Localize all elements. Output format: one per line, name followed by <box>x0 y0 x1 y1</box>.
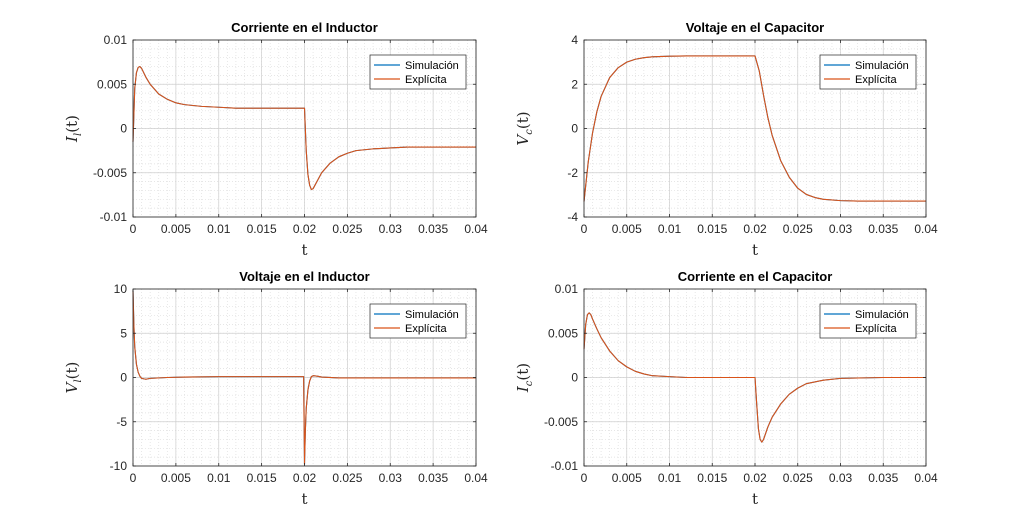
x-tick-label: 0 <box>581 471 588 485</box>
x-tick-label: 0.03 <box>829 222 853 236</box>
legend-box <box>819 303 917 339</box>
legend-label-1: Simulación <box>855 309 909 321</box>
x-tick-label: 0.01 <box>207 471 231 485</box>
x-tick-label: 0 <box>581 222 588 236</box>
panel-inductor-current: 0 0.005 0.01 0.015 0.02 0.025 0.03 0.035 0.04 -0.… <box>63 20 488 259</box>
x-tick-label: 0.01 <box>658 471 682 485</box>
y-tick-label: 4 <box>571 33 578 47</box>
y-tick-label: 0 <box>571 371 578 385</box>
y-tick-label: -0.01 <box>551 459 579 473</box>
y-tick-label: 0 <box>120 122 127 136</box>
y-axis-label: Vl(t) <box>63 362 84 394</box>
series-line-2 <box>132 290 476 465</box>
x-tick-label: 0.03 <box>829 471 853 485</box>
x-tick-label: 0.02 <box>293 222 317 236</box>
chart-title: Corriente en el Inductor <box>231 20 378 35</box>
x-tick-label: 0.04 <box>914 471 938 485</box>
panel-capacitor-voltage: 0 0.005 0.01 0.015 0.02 0.025 0.03 0.035 0.04 -4 -… <box>514 20 938 259</box>
chart-title: Voltaje en el Capacitor <box>686 20 824 35</box>
x-tick-label: 0.005 <box>161 222 191 236</box>
y-tick-label: -4 <box>567 210 578 224</box>
x-tick-label: 0.035 <box>868 222 898 236</box>
legend: Simulación Explícita <box>369 303 467 339</box>
chart-title: Voltaje en el Inductor <box>239 269 370 284</box>
x-axis-label: t <box>752 490 758 508</box>
y-tick-label: 0 <box>571 122 578 136</box>
x-tick-label: 0.035 <box>418 471 448 485</box>
series-line-2 <box>583 312 926 443</box>
legend-label-2: Explícita <box>855 74 897 86</box>
y-tick-label: -10 <box>110 459 128 473</box>
x-tick-label: 0.005 <box>161 471 191 485</box>
x-tick-label: 0.02 <box>743 222 767 236</box>
panel-inductor-voltage: 0 0.005 0.01 0.015 0.02 0.025 0.03 0.035 0.04 -10… <box>63 269 488 508</box>
x-tick-label: 0.025 <box>783 222 813 236</box>
legend-label-1: Simulación <box>405 60 459 72</box>
y-axis-label: Vc(t) <box>514 111 535 145</box>
legend-label-1: Simulación <box>405 309 459 321</box>
series-line-2 <box>583 55 926 202</box>
x-axis-label: t <box>301 490 307 508</box>
y-axis-label: Il(t) <box>63 115 84 143</box>
y-axis-label: Ic(t) <box>514 363 535 393</box>
y-tick-label: 2 <box>571 77 578 91</box>
series-line-2 <box>132 66 476 191</box>
x-tick-label: 0 <box>130 471 137 485</box>
x-tick-label: 0.015 <box>247 222 277 236</box>
panel-capacitor-current: 0 0.005 0.01 0.015 0.02 0.025 0.03 0.035 0.04 -0.… <box>514 269 938 508</box>
y-tick-label: 10 <box>114 282 128 296</box>
x-axis-label: t <box>752 241 758 259</box>
x-tick-label: 0.005 <box>612 222 642 236</box>
legend-label-2: Explícita <box>405 74 447 86</box>
x-tick-label: 0.035 <box>868 471 898 485</box>
legend: Simulación Explícita <box>819 54 917 90</box>
y-tick-label: 0.01 <box>104 33 128 47</box>
x-tick-label: 0.03 <box>379 222 403 236</box>
x-tick-label: 0.02 <box>293 471 317 485</box>
legend-box <box>369 303 467 339</box>
y-tick-label: 5 <box>120 326 127 340</box>
chart-title: Corriente en el Capacitor <box>678 269 833 284</box>
y-tick-label: -5 <box>116 415 127 429</box>
x-tick-label: 0.025 <box>783 471 813 485</box>
x-tick-label: 0.025 <box>332 222 362 236</box>
y-tick-label: 0.005 <box>548 326 578 340</box>
x-axis-label: t <box>301 241 307 259</box>
x-tick-label: 0.04 <box>464 471 488 485</box>
x-tick-label: 0.04 <box>914 222 938 236</box>
x-tick-label: 0.03 <box>379 471 403 485</box>
legend: Simulación Explícita <box>369 54 467 90</box>
legend-label-2: Explícita <box>855 323 897 335</box>
x-tick-label: 0.015 <box>697 471 727 485</box>
legend-box <box>369 54 467 90</box>
x-tick-label: 0.01 <box>207 222 231 236</box>
y-tick-label: -0.01 <box>100 210 128 224</box>
legend: Simulación Explícita <box>819 303 917 339</box>
x-tick-label: 0.015 <box>247 471 277 485</box>
y-tick-label: -0.005 <box>93 166 127 180</box>
x-tick-label: 0.04 <box>464 222 488 236</box>
legend-label-1: Simulación <box>855 60 909 72</box>
y-tick-label: -2 <box>567 166 578 180</box>
y-tick-label: -0.005 <box>544 415 578 429</box>
x-tick-label: 0.035 <box>418 222 448 236</box>
x-tick-label: 0.025 <box>332 471 362 485</box>
x-tick-label: 0.01 <box>658 222 682 236</box>
y-tick-label: 0.005 <box>97 77 127 91</box>
legend-label-2: Explícita <box>405 323 447 335</box>
x-tick-label: 0.015 <box>697 222 727 236</box>
x-tick-label: 0.02 <box>743 471 767 485</box>
legend-box <box>819 54 917 90</box>
y-tick-label: 0.01 <box>555 282 579 296</box>
y-tick-label: 0 <box>120 371 127 385</box>
x-tick-label: 0 <box>130 222 137 236</box>
x-tick-label: 0.005 <box>612 471 642 485</box>
